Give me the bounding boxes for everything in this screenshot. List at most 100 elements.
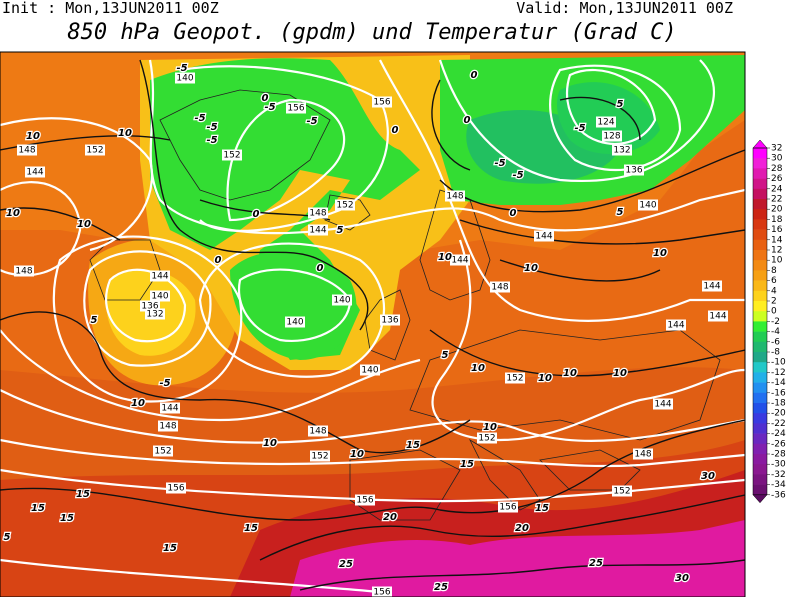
- geopotential-label-box: [85, 144, 105, 156]
- geopotential-label-box: [666, 319, 686, 331]
- colorbar-band: [753, 403, 767, 414]
- colorbar-band: [753, 280, 767, 292]
- temperature-contour: [259, 494, 745, 561]
- colorbar-band: [753, 321, 767, 332]
- geopotential-label-box: [708, 310, 728, 322]
- geopotential-label-box: [140, 300, 160, 312]
- geopotential-label: 156: [373, 588, 390, 597]
- temperature-label: 10: [77, 219, 91, 230]
- colorbar-band: [753, 290, 767, 302]
- colorbar-band: [753, 464, 767, 475]
- colorbar-band: [753, 209, 767, 220]
- geopotential-contour: [105, 268, 187, 343]
- geopotential-label-box: [534, 230, 554, 242]
- colorbar-label: -26: [771, 439, 786, 449]
- colorbar-band: [753, 341, 767, 353]
- colorbar-label: -24: [771, 429, 786, 439]
- geopotential-label-box: [150, 290, 170, 302]
- temperature-label: 25: [339, 559, 353, 570]
- geopotential-label-box: [308, 224, 328, 236]
- geopotential-label-box: [222, 149, 242, 161]
- geopotential-label-box: [150, 270, 170, 282]
- geopotential-label-box: [158, 420, 178, 432]
- temperature-label: 5: [617, 99, 624, 110]
- colorbar-label: -6: [771, 337, 780, 347]
- colorbar-band: [753, 301, 767, 312]
- geopotential-label: 136: [141, 302, 158, 312]
- geopotential-label-box: [308, 425, 328, 437]
- coastline: [159, 89, 331, 201]
- temperature-label: 25: [589, 558, 603, 569]
- colorbar-band: [753, 239, 767, 251]
- geopotential-label: 140: [639, 201, 656, 211]
- colorbar-label: -22: [771, 419, 786, 429]
- geopotential-label: 156: [287, 104, 304, 114]
- geopotential-label: 148: [18, 146, 35, 156]
- temperature-label: 15: [460, 459, 474, 470]
- colorbar-band: [753, 311, 767, 322]
- colorbar-band: [753, 270, 767, 281]
- colorbar-band: [753, 372, 767, 383]
- geopotential-label-box: [505, 372, 525, 384]
- colorbar-band: [753, 199, 767, 210]
- temperature-contour: [429, 329, 745, 377]
- geopotential-contour: [0, 329, 421, 422]
- temperature-label: 10: [563, 368, 577, 379]
- colorbar-label: 10: [771, 256, 783, 266]
- colorbar-band: [753, 413, 767, 424]
- colorbar-label: 6: [771, 276, 777, 286]
- temperature-label: 5: [91, 315, 98, 326]
- temperature-label: 15: [406, 440, 420, 451]
- geopotential-label: 144: [709, 312, 726, 322]
- temperature-label: 15: [76, 489, 90, 500]
- colorbar-band: [753, 352, 767, 363]
- geopotential-contour: [549, 64, 682, 172]
- geopotential-contour: [237, 268, 352, 342]
- geopotential-label: 152: [478, 434, 495, 444]
- colorbar-label: 16: [771, 225, 783, 235]
- temperature-label: 0: [262, 93, 269, 104]
- temperature-label: 15: [31, 503, 45, 514]
- geopotential-label-box: [286, 102, 306, 114]
- geopotential-label: 136: [381, 316, 398, 326]
- geopotential-label: 144: [309, 226, 326, 236]
- temperature-label: 10: [653, 248, 667, 259]
- temperature-label: -5: [194, 113, 205, 124]
- geopotential-label: 152: [613, 487, 630, 497]
- geopotential-label-box: [355, 494, 375, 506]
- colorbar-band: [753, 158, 767, 169]
- colorbar-label: 8: [771, 266, 777, 276]
- temperature-label: -5: [159, 378, 170, 389]
- geopotential-contour: [179, 65, 389, 233]
- geopotential-label-box: [17, 144, 37, 156]
- geopotential-label-box: [360, 364, 380, 376]
- temperature-label: 0: [215, 255, 222, 266]
- geopotential-contour: [438, 59, 716, 183]
- colorbar-label: 0: [771, 307, 777, 317]
- temperature-contour: [0, 311, 471, 454]
- temperature-label: 20: [383, 512, 397, 523]
- colorbar-label: -28: [771, 450, 786, 460]
- geopotential-label-box: [175, 72, 195, 84]
- temperature-label: -5: [512, 170, 523, 181]
- geopotential-label: 148: [634, 450, 651, 460]
- temperature-label: 15: [60, 513, 74, 524]
- geopotential-contour: [52, 235, 243, 403]
- colorbar-band: [753, 392, 767, 404]
- colorbar-band: [753, 423, 767, 434]
- geopotential-label-box: [633, 448, 653, 460]
- geopotential-label: 132: [146, 310, 163, 320]
- temperature-label: 10: [438, 252, 452, 263]
- geopotential-label: 140: [361, 366, 378, 376]
- geopotential-contour: [0, 389, 745, 444]
- temperature-label: 5: [4, 532, 11, 543]
- temperature-label: 25: [434, 582, 448, 593]
- geopotential-label: 136: [625, 166, 642, 176]
- geopotential-label: 132: [613, 146, 630, 156]
- geopotential-label-box: [450, 254, 470, 266]
- colorbar-band: [753, 443, 767, 455]
- temperature-label: 10: [538, 373, 552, 384]
- colorbar-band: [753, 362, 767, 373]
